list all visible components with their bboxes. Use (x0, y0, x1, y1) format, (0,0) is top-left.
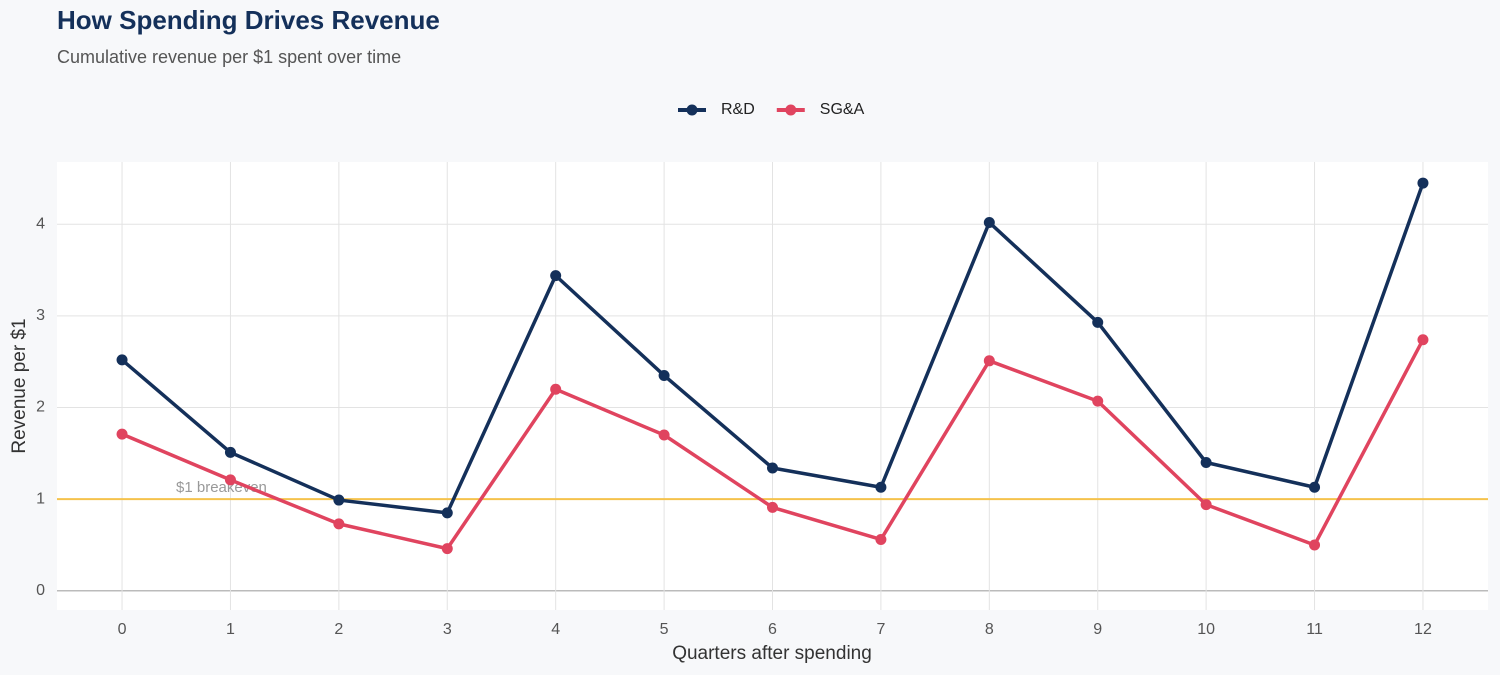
x-tick-label: 10 (1197, 621, 1215, 638)
legend-label: SG&A (820, 101, 865, 118)
x-tick-label: 8 (985, 621, 994, 638)
data-point (1417, 334, 1429, 346)
data-point (1200, 499, 1212, 511)
y-tick-label: 3 (36, 307, 45, 324)
data-point (116, 354, 128, 366)
data-point (333, 494, 345, 506)
x-tick-label: 1 (226, 621, 235, 638)
data-point (333, 518, 345, 530)
x-tick-label: 4 (551, 621, 560, 638)
data-point (1309, 539, 1321, 551)
data-point (1092, 395, 1104, 407)
data-point (1092, 316, 1104, 328)
y-tick-label: 4 (36, 216, 45, 233)
x-tick-label: 12 (1414, 621, 1432, 638)
x-tick-label: 9 (1093, 621, 1102, 638)
data-point (116, 428, 128, 440)
chart-title: How Spending Drives Revenue (57, 5, 440, 35)
x-axis-label: Quarters after spending (672, 643, 872, 664)
data-point (550, 383, 562, 395)
data-point (875, 481, 887, 493)
data-point (1200, 456, 1212, 468)
y-tick-label: 2 (36, 399, 45, 416)
chart-subtitle: Cumulative revenue per $1 spent over tim… (57, 47, 401, 67)
y-axis-label: Revenue per $1 (9, 318, 30, 453)
data-point (767, 462, 778, 474)
data-point (224, 446, 236, 458)
data-point (1309, 481, 1321, 493)
data-point (441, 543, 453, 555)
x-tick-label: 6 (768, 621, 777, 638)
x-tick-label: 11 (1306, 621, 1323, 638)
x-tick-label: 3 (443, 621, 452, 638)
data-point (550, 270, 562, 282)
data-point (875, 533, 887, 545)
data-point (658, 369, 670, 381)
y-tick-label: 1 (36, 490, 45, 507)
x-tick-label: 7 (876, 621, 885, 638)
data-point (983, 355, 995, 367)
data-point (224, 474, 236, 486)
data-point (767, 501, 778, 513)
data-point (658, 429, 670, 441)
data-point (441, 507, 453, 519)
x-tick-label: 5 (660, 621, 669, 638)
data-point (1417, 177, 1429, 189)
reference-label: $1 breakeven (176, 479, 267, 496)
x-tick-label: 2 (334, 621, 343, 638)
legend-marker (686, 104, 698, 116)
data-point (983, 216, 995, 228)
x-tick-label: 0 (118, 621, 127, 638)
legend-label: R&D (721, 101, 755, 118)
y-tick-label: 0 (36, 582, 45, 599)
legend-marker (785, 104, 797, 116)
